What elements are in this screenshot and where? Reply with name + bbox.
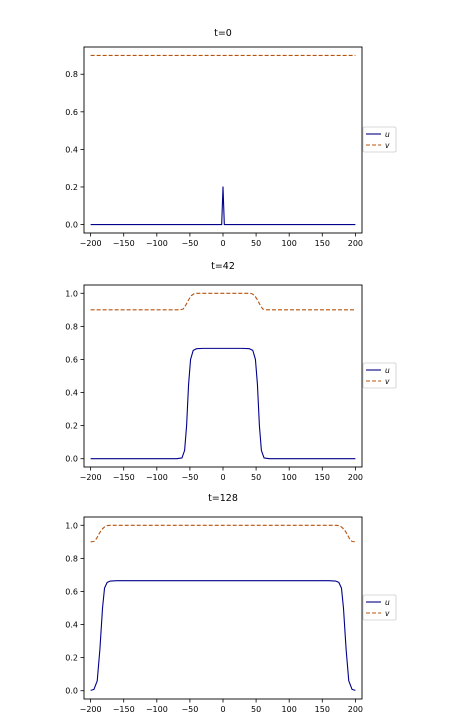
- x-tick-label: 0: [220, 705, 225, 714]
- y-tick-label: 0.8: [65, 70, 78, 79]
- series-line-u: [90, 347, 356, 460]
- y-tick-label: 1.0: [65, 521, 78, 530]
- x-tick-label: 100: [282, 239, 297, 248]
- series-line-u: [90, 186, 356, 226]
- legend-label-u: u: [385, 598, 390, 607]
- legend-label-v: v: [385, 141, 390, 150]
- chart-panel-2: t=128 −200 −150 −100 −50 0 50 100 150 200 0.0 0.2 0.…: [65, 493, 397, 714]
- y-tick-label: 0.0: [65, 455, 78, 464]
- y-tick-label: 0.2: [65, 654, 78, 663]
- x-tick-label: −50: [181, 705, 198, 714]
- y-tick-label: 0.6: [65, 355, 78, 364]
- x-tick-label: −100: [146, 705, 168, 714]
- chart-panel-0: t=0 −200 −150 −100 −50 0 50 100 150 200 0.0 0.2 0.4 0…: [65, 28, 397, 248]
- x-tick-label: 0: [220, 239, 225, 248]
- y-tick-label: 0.0: [65, 687, 78, 696]
- x-tick-label: 100: [282, 705, 297, 714]
- legend-label-u: u: [385, 130, 390, 139]
- legend-label-v: v: [385, 609, 390, 618]
- chart-title: t=0: [214, 28, 232, 39]
- x-tick-label: 0: [220, 473, 225, 482]
- y-tick-label: 0.0: [65, 221, 78, 230]
- y-tick-label: 0.8: [65, 554, 78, 563]
- x-tick-label: −50: [181, 239, 198, 248]
- y-tick-label: 0.8: [65, 322, 78, 331]
- chart-title: t=128: [208, 493, 238, 504]
- x-tick-label: 150: [315, 473, 330, 482]
- plot-frame: [83, 46, 363, 234]
- y-tick-label: 1.0: [65, 289, 78, 298]
- y-tick-label: 0.4: [65, 389, 78, 398]
- x-tick-label: −100: [146, 239, 168, 248]
- x-tick-label: −200: [80, 473, 102, 482]
- y-tick-label: 0.6: [65, 108, 78, 117]
- x-tick-label: 200: [348, 473, 363, 482]
- x-tick-label: −150: [113, 239, 135, 248]
- x-tick-label: 50: [251, 239, 261, 248]
- x-tick-label: 100: [282, 473, 297, 482]
- chart-title: t=42: [211, 261, 235, 272]
- plot-frame: [83, 284, 363, 468]
- x-tick-label: 200: [348, 239, 363, 248]
- x-tick-label: −50: [181, 473, 198, 482]
- legend-box: [362, 126, 397, 153]
- legend-box: [362, 362, 397, 389]
- x-tick-label: 50: [251, 473, 261, 482]
- y-tick-label: 0.2: [65, 422, 78, 431]
- x-tick-label: 50: [251, 705, 261, 714]
- legend-label-u: u: [385, 366, 390, 375]
- x-tick-label: −200: [80, 705, 102, 714]
- chart-panel-1: t=42 −200 −150 −100 −50 0 50 100 150 200 0.0 0.2 0.4…: [65, 261, 397, 482]
- x-tick-label: −200: [80, 239, 102, 248]
- y-tick-label: 0.4: [65, 621, 78, 630]
- legend-label-v: v: [385, 377, 390, 386]
- plot-frame: [83, 516, 363, 700]
- y-tick-label: 0.4: [65, 145, 78, 154]
- legend-box: [362, 594, 397, 621]
- x-tick-label: 200: [348, 705, 363, 714]
- x-tick-label: 150: [315, 705, 330, 714]
- series-line-v: [90, 524, 356, 543]
- x-tick-label: 150: [315, 239, 330, 248]
- x-tick-label: −150: [113, 473, 135, 482]
- x-tick-label: −100: [146, 473, 168, 482]
- y-tick-label: 0.6: [65, 587, 78, 596]
- y-tick-label: 0.2: [65, 183, 78, 192]
- series-line-u: [90, 580, 356, 691]
- series-line-v: [90, 292, 356, 311]
- x-tick-label: −150: [113, 705, 135, 714]
